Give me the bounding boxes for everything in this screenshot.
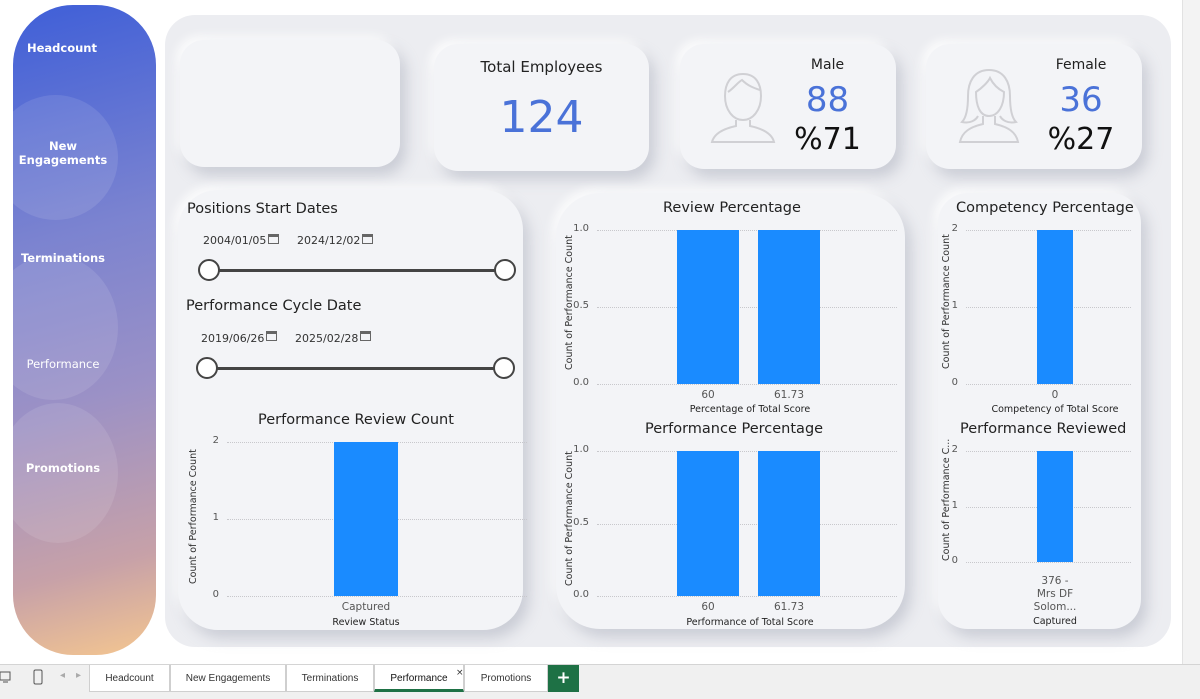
y-tick-label: 1 — [951, 300, 958, 311]
tab-promotions[interactable]: Promotions — [464, 665, 548, 692]
y-tick-label: 1 — [212, 512, 219, 523]
blank-card — [180, 40, 400, 167]
x-axis-title: Captured — [1033, 616, 1077, 627]
bar — [677, 230, 739, 384]
gridline — [597, 451, 897, 452]
y-tick-label: 0.5 — [573, 300, 589, 311]
tab-headcount[interactable]: Headcount — [89, 665, 170, 692]
add-page-button[interactable]: + — [548, 665, 579, 692]
gridline — [227, 596, 527, 597]
close-tab-icon[interactable]: × — [456, 668, 464, 678]
y-tick-label: 2 — [212, 435, 219, 446]
total-employees-title: Total Employees — [480, 58, 603, 76]
female-percentage: %27 — [1047, 122, 1115, 157]
total-employees-value: 124 — [499, 92, 584, 143]
bar — [334, 442, 398, 596]
right-edge — [1182, 0, 1200, 664]
gridline — [597, 596, 897, 597]
mobile-view-icon[interactable] — [33, 669, 43, 685]
total-employees-card: Total Employees 124 — [434, 44, 649, 171]
y-tick-label: 2 — [951, 444, 958, 455]
x-axis-title: Review Status — [332, 617, 400, 628]
chart-title: Review Percentage — [663, 200, 801, 216]
tab-scroll-left-icon[interactable]: ◂ — [60, 670, 66, 681]
x-category-label: 61.73 — [773, 389, 805, 401]
female-avatar-icon — [958, 69, 1020, 143]
tab-new-engagements[interactable]: New Engagements — [170, 665, 286, 692]
bar — [677, 451, 739, 596]
tab-scroll-right-icon[interactable]: ▸ — [76, 670, 82, 681]
y-tick-label: 1.0 — [573, 444, 589, 455]
gridline — [597, 384, 897, 385]
tab-terminations[interactable]: Terminations — [286, 665, 374, 692]
y-tick-label: 0 — [212, 589, 219, 600]
positions-slider-start-handle[interactable] — [198, 259, 220, 281]
positions-slider-end-handle[interactable] — [494, 259, 516, 281]
positions-start-date[interactable]: 2004/01/05 — [203, 234, 267, 247]
chart-title: Performance Review Count — [258, 412, 454, 428]
female-value: 36 — [1059, 80, 1103, 120]
sidebar-item-promotions[interactable]: Promotions — [25, 461, 101, 475]
y-tick-label: 0 — [951, 555, 958, 566]
positions-date-slider-track[interactable] — [209, 269, 505, 272]
positions-start-dates-title: Positions Start Dates — [187, 201, 338, 217]
cycle-start-date[interactable]: 2019/06/26 — [201, 332, 265, 345]
bar — [758, 451, 820, 596]
sidebar-circle — [13, 255, 118, 400]
y-tick-label: 0 — [951, 377, 958, 388]
cycle-end-date[interactable]: 2025/02/28 — [295, 332, 359, 345]
desktop-view-icon[interactable] — [0, 670, 12, 684]
x-category-label: 60 — [701, 601, 715, 613]
x-category-label: 0 — [1051, 389, 1059, 401]
x-category-label: 61.73 — [773, 601, 805, 613]
y-tick-label: 0.0 — [573, 377, 589, 388]
calendar-icon[interactable] — [360, 331, 371, 341]
sidebar-item-headcount[interactable]: Headcount — [26, 41, 97, 55]
male-card: Male 88 %71 — [680, 44, 896, 169]
sidebar: Headcount New Engagements Terminations P… — [13, 5, 156, 655]
bar — [1037, 451, 1073, 562]
x-axis-title: Competency of Total Score — [991, 404, 1119, 415]
y-tick-label: 0.5 — [573, 516, 589, 528]
male-percentage: %71 — [794, 122, 861, 157]
cycle-slider-start-handle[interactable] — [196, 357, 218, 379]
y-tick-label: 1 — [951, 499, 958, 511]
calendar-icon[interactable] — [362, 234, 373, 244]
bar — [758, 230, 820, 384]
bar — [1037, 230, 1073, 384]
x-axis-title: Performance of Total Score — [686, 617, 814, 628]
gridline — [597, 307, 897, 308]
y-tick-label: 2 — [951, 223, 958, 234]
female-card: Female 36 %27 — [926, 44, 1142, 169]
performance-cycle-date-title: Performance Cycle Date — [186, 298, 362, 314]
gridline — [597, 523, 897, 525]
x-category-label: 60 — [701, 389, 715, 401]
sidebar-item-new-engagements[interactable]: New Engagements — [18, 139, 108, 167]
gridline — [966, 562, 1131, 563]
sidebar-circle — [13, 95, 118, 220]
gridline — [597, 230, 897, 231]
sidebar-item-performance[interactable]: Performance — [26, 357, 100, 371]
calendar-icon[interactable] — [268, 234, 279, 244]
gridline — [966, 384, 1131, 385]
x-category-label: 376 - Mrs DF Solom... — [1033, 575, 1077, 613]
chart-title: Competency Percentage — [956, 200, 1134, 216]
tab-performance[interactable]: Performance — [374, 665, 464, 692]
male-title: Male — [810, 57, 845, 73]
y-tick-label: 0.0 — [573, 589, 589, 600]
cycle-slider-end-handle[interactable] — [493, 357, 515, 379]
male-value: 88 — [805, 80, 850, 120]
cycle-date-slider-track[interactable] — [207, 367, 504, 370]
male-avatar-icon — [710, 72, 776, 143]
female-title: Female — [1055, 57, 1107, 73]
chart-title: Performance Reviewed — [960, 421, 1127, 437]
calendar-icon[interactable] — [266, 331, 277, 341]
positions-end-date[interactable]: 2024/12/02 — [297, 234, 361, 247]
x-axis-title: Percentage of Total Score — [689, 404, 811, 415]
x-category-label: Captured — [341, 601, 391, 613]
chart-title: Performance Percentage — [645, 421, 824, 437]
sidebar-circle — [13, 403, 118, 543]
y-tick-label: 1.0 — [573, 223, 589, 234]
sidebar-item-terminations[interactable]: Terminations — [20, 251, 106, 265]
